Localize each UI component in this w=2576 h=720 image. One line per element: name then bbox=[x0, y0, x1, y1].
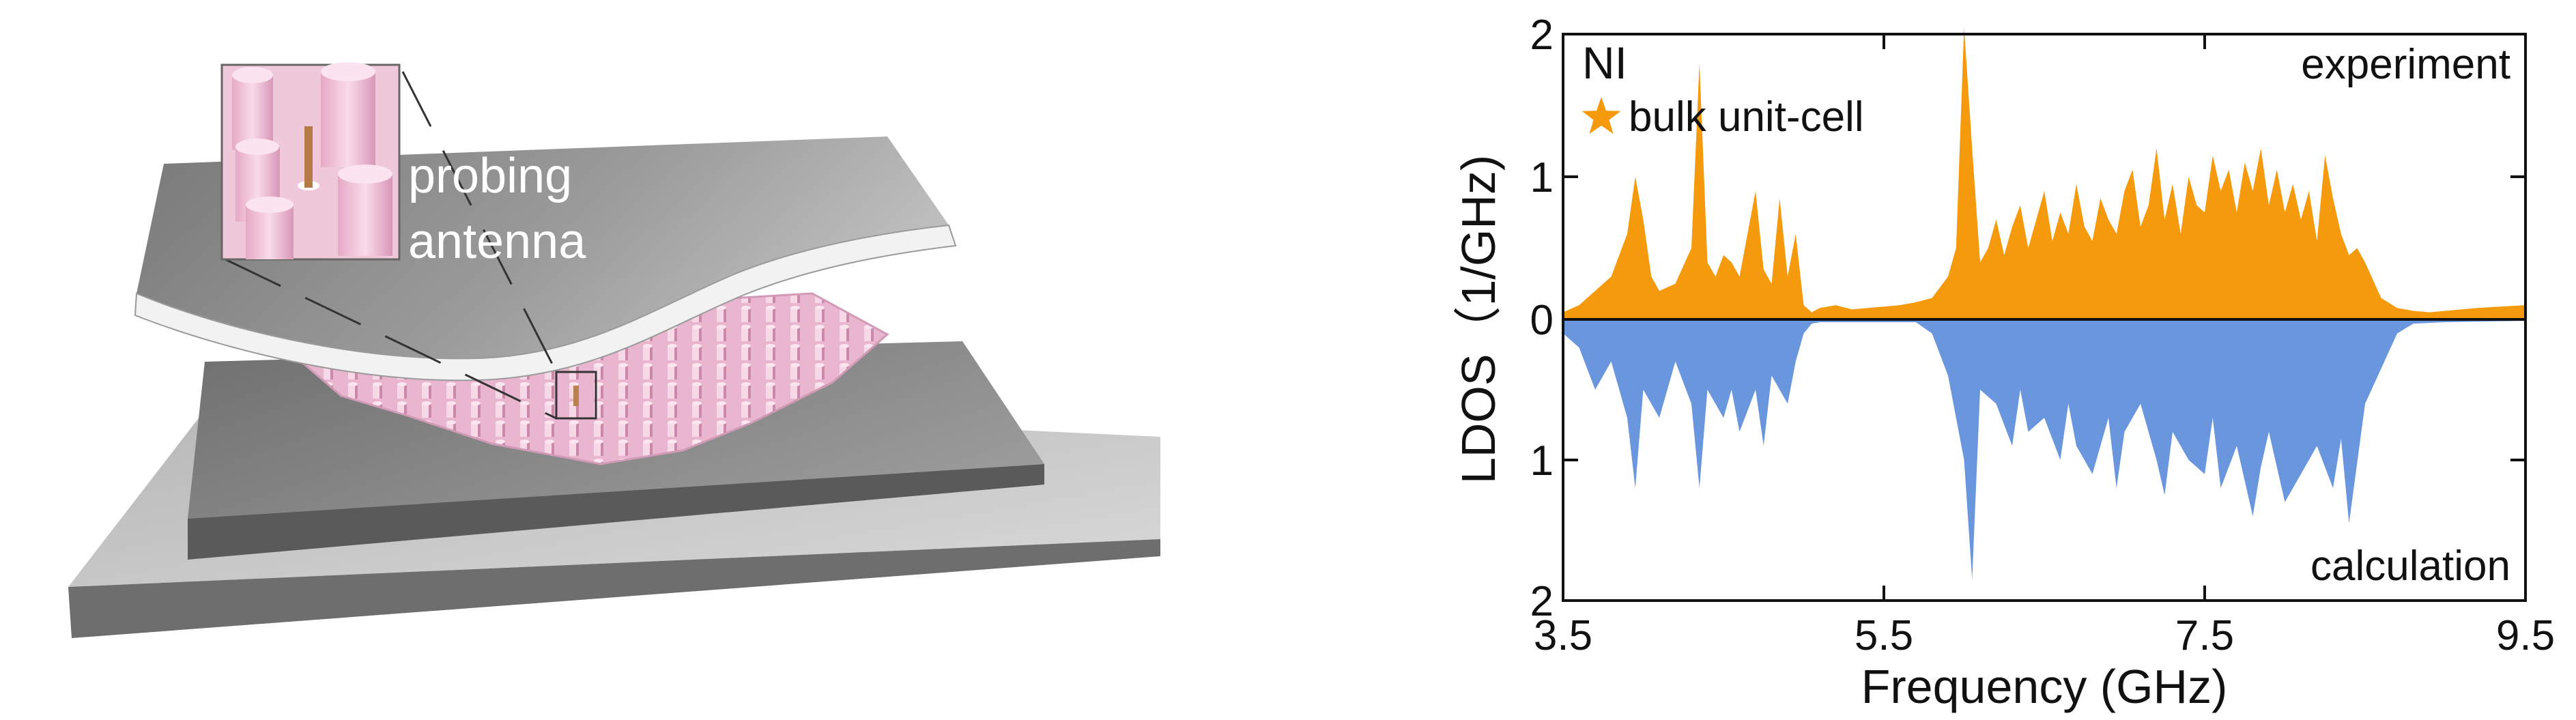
x-tick-label: 7.5 bbox=[2175, 612, 2234, 659]
annotation-calculation: calculation bbox=[2310, 543, 2510, 590]
y-tick-label-bottom: 1 bbox=[1530, 437, 1554, 485]
legend-bulk-unit-cell: bulk unit-cell bbox=[1629, 93, 1864, 141]
x-tick-label: 3.5 bbox=[1534, 612, 1592, 659]
x-axis-title: Frequency (GHz) bbox=[1861, 660, 2228, 713]
legend-ni: NI bbox=[1582, 38, 1627, 88]
inset-magnified-view bbox=[220, 62, 401, 261]
x-tick-label: 9.5 bbox=[2496, 612, 2555, 659]
annotation-experiment: experiment bbox=[2301, 41, 2510, 88]
ticks bbox=[1562, 33, 2527, 602]
plot-frame bbox=[1562, 33, 2527, 602]
calculation-area bbox=[1563, 319, 2525, 580]
x-tick-label: 5.5 bbox=[1855, 612, 1913, 659]
inset-connector-line-2 bbox=[225, 258, 557, 420]
probe-marker-box bbox=[555, 371, 597, 420]
experiment-area bbox=[1563, 27, 2525, 319]
star-icon bbox=[1582, 97, 1621, 134]
y-tick-label-top: 0 bbox=[1530, 297, 1554, 344]
base-plate-edge bbox=[68, 539, 1160, 638]
probing-label: probing bbox=[408, 149, 572, 203]
antenna-pin bbox=[304, 126, 313, 188]
top-plate-edge bbox=[134, 224, 957, 381]
inset-connector-line bbox=[401, 71, 558, 373]
metamaterial-illustration: probing antenna bbox=[68, 62, 1160, 638]
y-tick-label-top: 2 bbox=[1530, 12, 1554, 59]
y-axis-title: LDOS（1/GHz) bbox=[1452, 155, 1505, 484]
antenna-label: antenna bbox=[408, 214, 586, 269]
y-tick-label-bottom: 2 bbox=[1530, 578, 1554, 625]
middle-slab-edge bbox=[188, 464, 1044, 560]
y-tick-label-top: 1 bbox=[1530, 154, 1554, 201]
probe-marker bbox=[573, 386, 579, 406]
